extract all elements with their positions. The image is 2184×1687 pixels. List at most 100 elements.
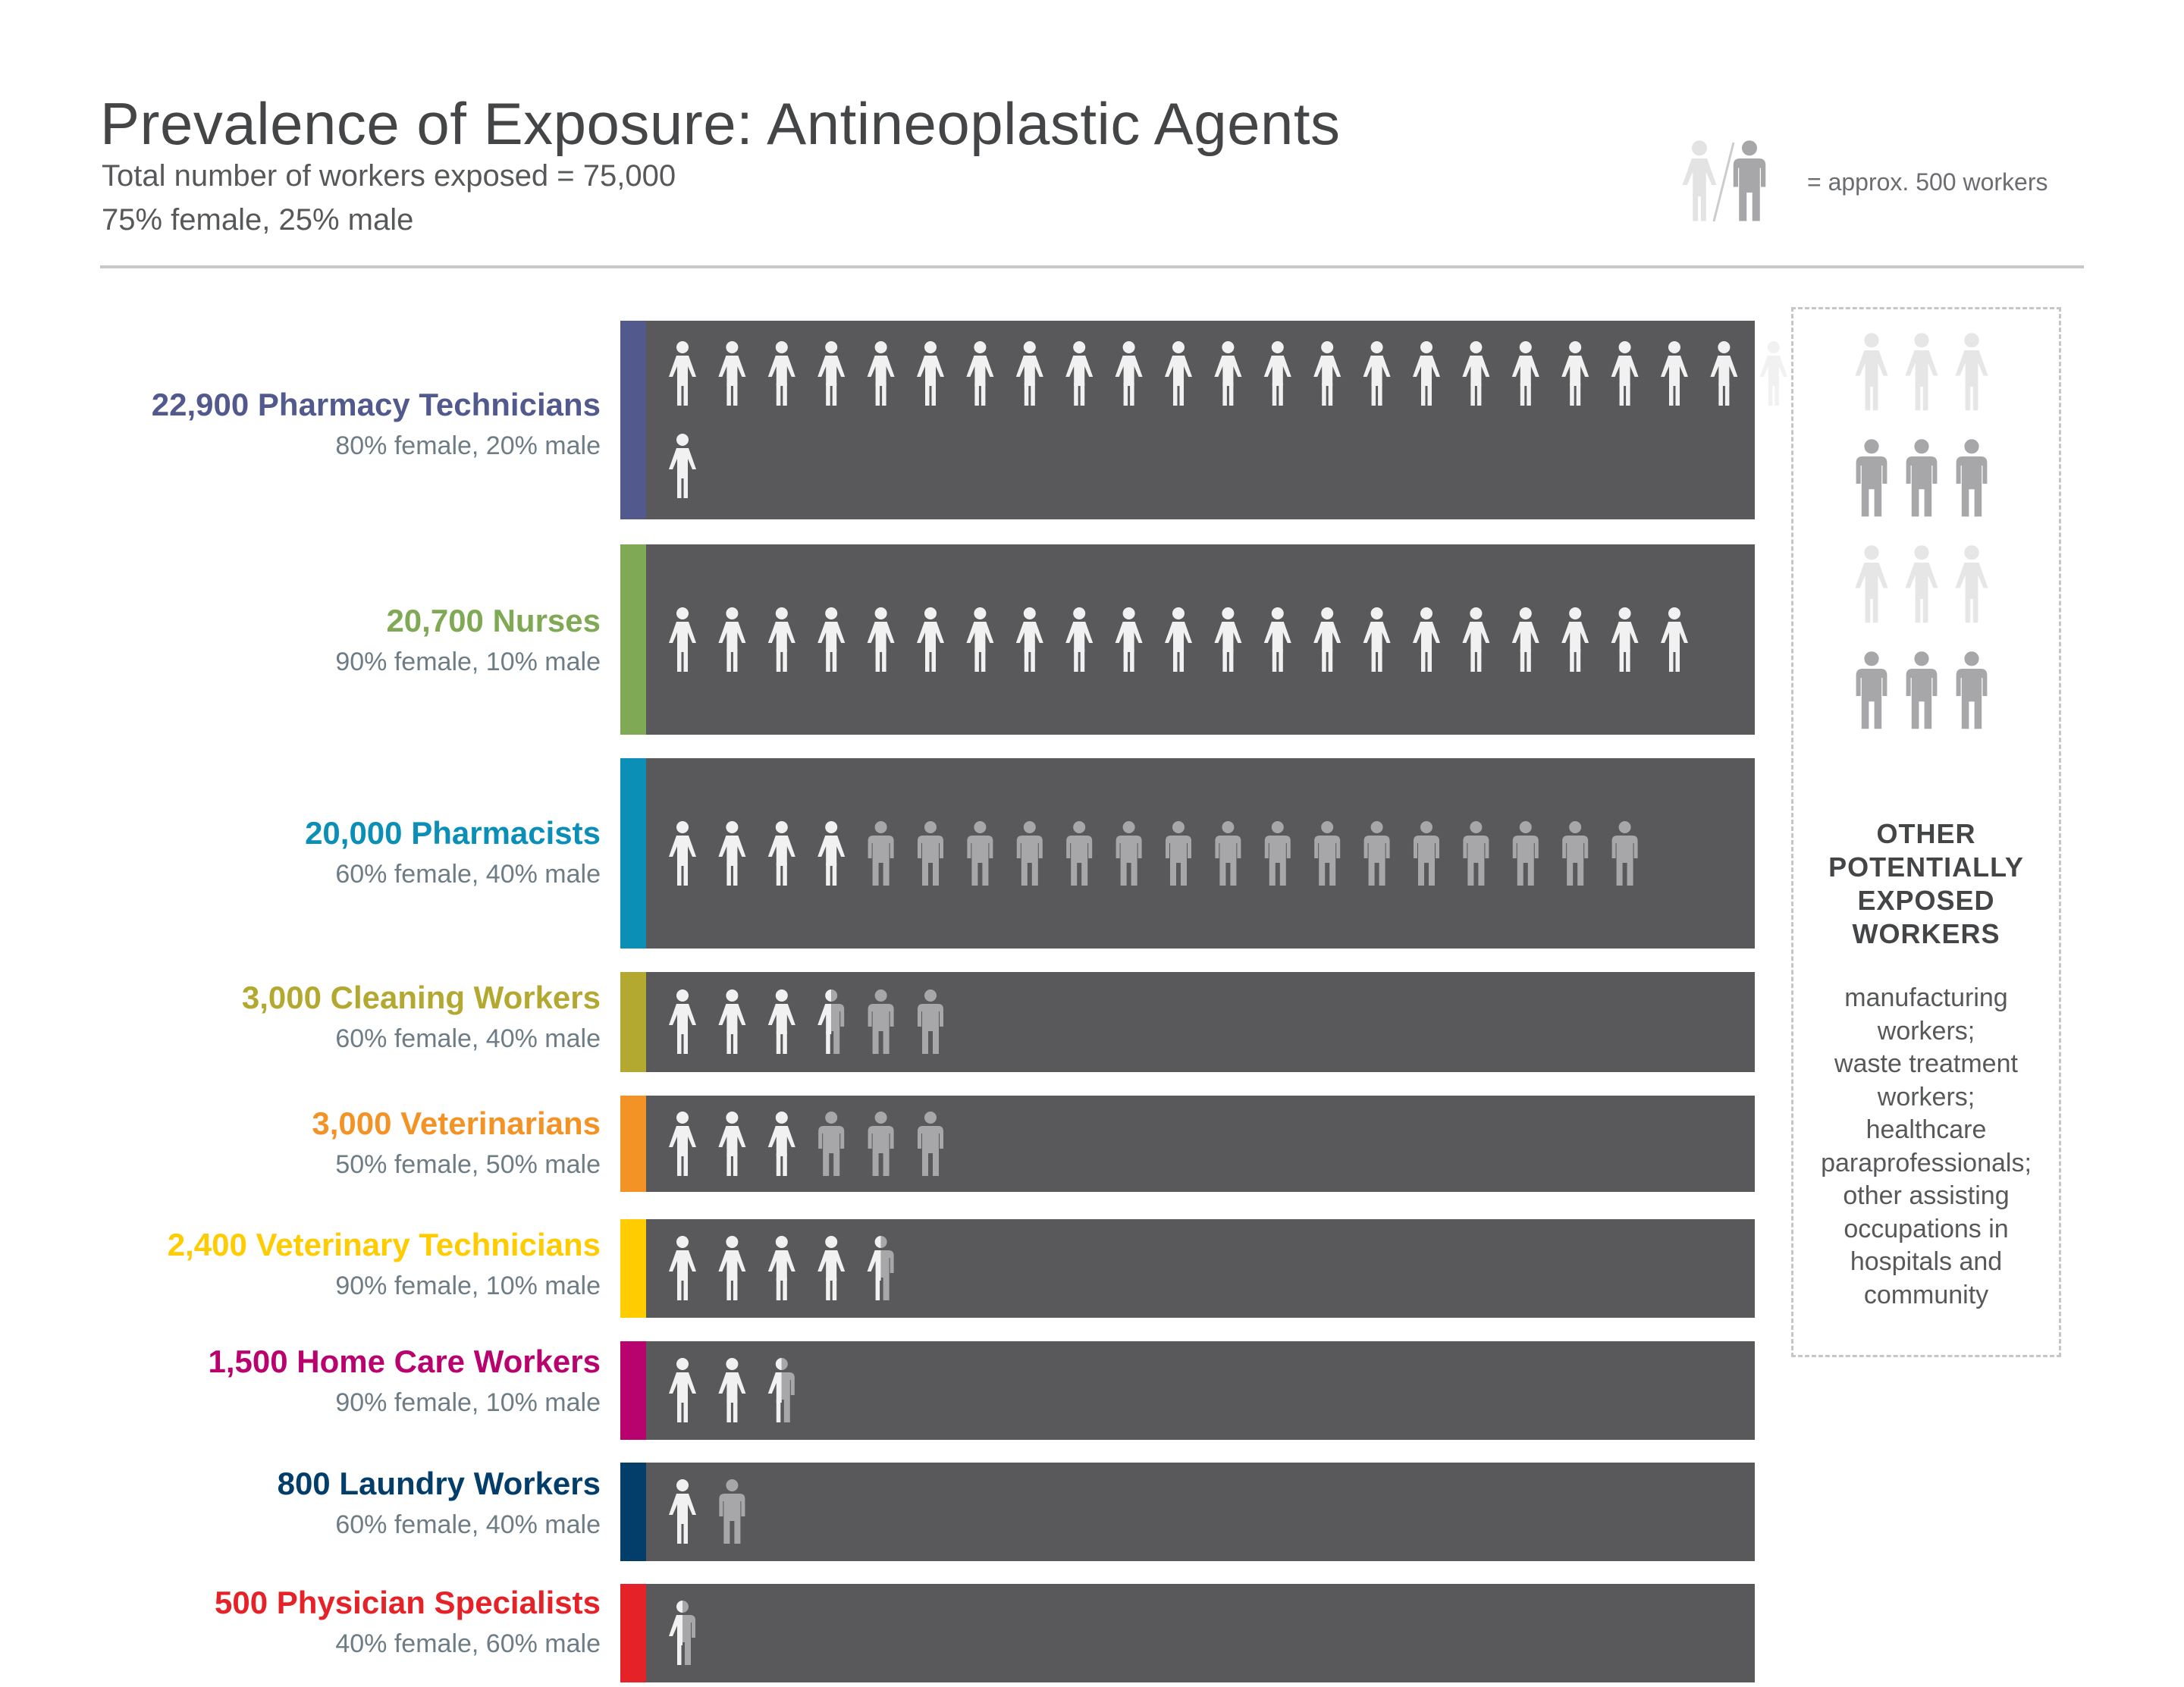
female-figure-icon bbox=[669, 433, 696, 498]
male-figure-icon bbox=[868, 989, 894, 1054]
heading-line: POTENTIALLY bbox=[1828, 851, 2024, 883]
row-bar bbox=[620, 1584, 1755, 1682]
female-figure-icon bbox=[1313, 341, 1341, 406]
row-title: 20,700 Nurses bbox=[386, 603, 601, 638]
female-figure-icon bbox=[718, 1358, 746, 1422]
male-figure-icon bbox=[1956, 439, 1988, 517]
male-figure-icon bbox=[1066, 820, 1093, 886]
male-figure-icon bbox=[719, 1479, 745, 1544]
row-gender-split: 50% female, 50% male bbox=[335, 1150, 601, 1179]
row-accent bbox=[620, 758, 646, 949]
row-label: 500 Physician Specialists 40% female, 60%… bbox=[215, 1583, 601, 1662]
male-figure-icon bbox=[1562, 820, 1589, 886]
female-figure-icon bbox=[1660, 341, 1688, 406]
male-figure-icon bbox=[1215, 820, 1241, 886]
row-title: 20,000 Pharmacists bbox=[305, 815, 601, 851]
row-bar bbox=[620, 1341, 1755, 1440]
male-figure-icon bbox=[917, 820, 943, 886]
female-figure-icon bbox=[1611, 341, 1639, 406]
heading-line: WORKERS bbox=[1852, 918, 2000, 949]
row-figures bbox=[669, 820, 1638, 886]
row-bar bbox=[620, 1096, 1755, 1192]
female-figure-icon bbox=[817, 820, 846, 886]
row-title: 800 Laundry Workers bbox=[277, 1466, 601, 1501]
description-line: manufacturing bbox=[1844, 983, 2008, 1012]
description-line: healthcare bbox=[1866, 1115, 1987, 1144]
male-figure-icon bbox=[1906, 439, 1938, 517]
female-figure-icon bbox=[1561, 607, 1589, 672]
male-figure-icon bbox=[1611, 820, 1638, 886]
row-figures bbox=[669, 989, 943, 1054]
female-figure-icon bbox=[669, 607, 696, 672]
description-line: workers; bbox=[1877, 1016, 1975, 1046]
gender-split-subtitle: 75% female, 25% male bbox=[102, 203, 414, 237]
male-figure-icon bbox=[1856, 439, 1887, 517]
row-bar bbox=[620, 1463, 1755, 1561]
female-figure-icon bbox=[1214, 607, 1242, 672]
female-figure-icon bbox=[1955, 333, 1988, 411]
row-figures bbox=[669, 1358, 795, 1422]
male-figure-icon bbox=[1016, 820, 1043, 886]
other-workers-figures bbox=[1855, 333, 1988, 729]
row-figures bbox=[669, 1111, 943, 1176]
male-figure-icon bbox=[1165, 820, 1191, 886]
description-line: other assisting bbox=[1843, 1181, 2010, 1210]
female-figure-icon bbox=[669, 1111, 696, 1176]
row-bar bbox=[620, 321, 1755, 519]
male-figure-icon bbox=[1264, 820, 1291, 886]
female-figure-icon bbox=[767, 1111, 795, 1176]
total-workers-subtitle: Total number of workers exposed = 75,000 bbox=[102, 159, 676, 193]
row-accent bbox=[620, 1584, 646, 1682]
row-label: 3,000 Cleaning Workers 60% female, 40% ma… bbox=[242, 978, 601, 1057]
male-figure-icon bbox=[967, 820, 993, 886]
female-figure-icon bbox=[1682, 140, 1717, 221]
row-label: 800 Laundry Workers 60% female, 40% male bbox=[278, 1464, 601, 1543]
female-figure-icon bbox=[1905, 333, 1938, 411]
row-accent bbox=[620, 1463, 646, 1561]
legend-text: = approx. 500 workers bbox=[1807, 168, 2048, 196]
female-figure-icon bbox=[1412, 607, 1440, 672]
female-figure-icon bbox=[1855, 333, 1888, 411]
female-figure-icon bbox=[1611, 607, 1639, 672]
female-figure-icon bbox=[1065, 607, 1094, 672]
female-figure-icon bbox=[1855, 545, 1888, 623]
other-workers-panel bbox=[1791, 307, 2061, 1357]
heading-line: OTHER bbox=[1876, 818, 1976, 849]
female-figure-icon bbox=[1214, 341, 1242, 406]
male-figure-icon bbox=[1413, 820, 1439, 886]
page-title: Prevalence of Exposure: Antineoplastic A… bbox=[100, 90, 1341, 157]
female-figure-icon bbox=[1115, 341, 1143, 406]
female-figure-icon bbox=[718, 1111, 746, 1176]
description-line: workers; bbox=[1877, 1082, 1975, 1112]
row-figures bbox=[669, 607, 1688, 672]
description-line: waste treatment bbox=[1834, 1049, 2018, 1078]
row-label: 3,000 Veterinarians 50% female, 50% male bbox=[312, 1104, 601, 1183]
female-figure-icon bbox=[1511, 341, 1539, 406]
female-figure-icon bbox=[1065, 341, 1094, 406]
row-label: 22,900 Pharmacy Technicians 80% female, 2… bbox=[152, 385, 601, 464]
row-accent bbox=[620, 972, 646, 1072]
female-figure-icon bbox=[1710, 341, 1738, 406]
male-figure-icon bbox=[1363, 820, 1390, 886]
row-gender-split: 90% female, 10% male bbox=[335, 1388, 601, 1417]
female-figure-icon bbox=[1164, 607, 1192, 672]
row-title: 1,500 Home Care Workers bbox=[208, 1344, 601, 1379]
row-figures bbox=[669, 341, 1787, 498]
female-figure-icon bbox=[867, 341, 895, 406]
female-figure-icon bbox=[767, 607, 795, 672]
row-title: 22,900 Pharmacy Technicians bbox=[151, 387, 601, 422]
female-figure-icon bbox=[669, 989, 696, 1054]
description-line: community bbox=[1863, 1280, 1989, 1309]
row-bar bbox=[620, 972, 1755, 1072]
male-figure-icon bbox=[1856, 651, 1887, 729]
row-label: 2,400 Veterinary Technicians 90% female, … bbox=[168, 1225, 601, 1304]
female-figure-icon bbox=[817, 341, 846, 406]
female-figure-icon bbox=[718, 607, 746, 672]
male-figure-icon bbox=[868, 820, 894, 886]
row-figures bbox=[668, 1601, 695, 1665]
row-gender-split: 90% female, 10% male bbox=[335, 648, 601, 676]
female-figure-icon bbox=[1363, 341, 1391, 406]
female-figure-icon bbox=[1263, 341, 1291, 406]
male-figure-icon bbox=[917, 989, 943, 1054]
